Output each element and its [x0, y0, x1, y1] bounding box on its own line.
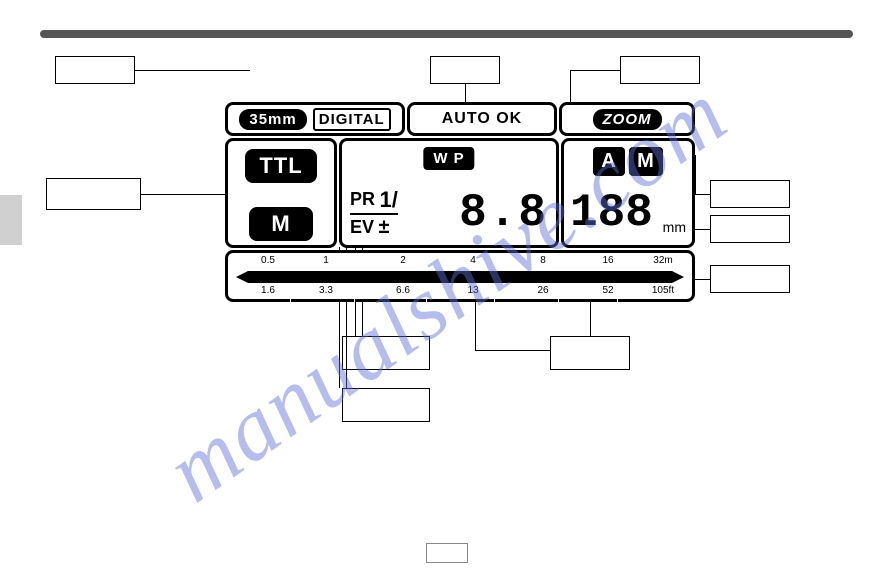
scale-top-3: 4 [470, 255, 476, 266]
scale-top-0: 0.5 [261, 255, 275, 266]
callout-box-6 [710, 215, 790, 243]
ev-sign: ± [378, 216, 389, 238]
lcd-zoom-cell: ZOOM [559, 102, 695, 136]
badge-ttl: TTL [245, 149, 316, 183]
pr-label: PR [350, 189, 375, 209]
leader-8b [475, 302, 476, 350]
ev-label: EV [350, 217, 374, 237]
callout-box-1 [55, 56, 135, 84]
badge-wp: W P [423, 147, 474, 170]
scale-bot-2: 6.6 [396, 285, 410, 296]
scale-top-2: 2 [400, 255, 406, 266]
leader-8 [590, 302, 591, 336]
badge-zoom: ZOOM [593, 109, 662, 130]
distance-scale: 0.5 1 2 4 8 16 32m 1.6 3.3 6.6 13 26 52 … [228, 253, 692, 299]
scale-bot-1: 3.3 [319, 285, 333, 296]
auto-ok-text: AUTO OK [442, 110, 522, 128]
leader-3a [570, 70, 620, 71]
callout-box-9 [342, 336, 430, 370]
lcd-distance-cell: 0.5 1 2 4 8 16 32m 1.6 3.3 6.6 13 26 52 … [225, 250, 695, 302]
scale-top-6: 32m [653, 255, 672, 266]
badge-a: A [593, 147, 624, 176]
lcd-panel: 35mm DIGITAL AUTO OK ZOOM TTL M W P PR 1… [225, 102, 695, 302]
scale-top-4: 8 [540, 255, 546, 266]
lcd-zoomval-cell: A M 188 mm [561, 138, 695, 248]
page-margin-tab [0, 195, 22, 245]
lcd-center-cell: W P PR 1/ EV ± 8.8 [339, 138, 559, 248]
badge-digital: DIGITAL [313, 108, 391, 131]
scale-top-1: 1 [323, 255, 329, 266]
scale-bot-4: 26 [537, 285, 548, 296]
lcd-mode-cell: TTL M [225, 138, 337, 248]
scale-bot-5: 52 [602, 285, 613, 296]
scale-track [248, 271, 672, 283]
callout-box-4 [46, 178, 141, 210]
leader-5 [695, 194, 710, 195]
callout-box-10 [342, 388, 430, 422]
scale-arrow-right-icon [672, 271, 684, 283]
leader-5b [695, 155, 696, 195]
pr-frac: 1/ [379, 187, 397, 212]
leader-4 [141, 194, 226, 195]
lcd-format-cell: 35mm DIGITAL [225, 102, 405, 136]
scale-bot-3: 13 [467, 285, 478, 296]
leader-3b [570, 70, 571, 104]
seg-display-2: 188 [570, 187, 653, 239]
leader-6 [695, 229, 710, 230]
leader-8c [475, 350, 550, 351]
header-bar [40, 30, 853, 38]
leader-7 [695, 279, 710, 280]
unit-mm: mm [663, 219, 686, 235]
scale-bot-6: 105ft [652, 285, 674, 296]
callout-box-3 [620, 56, 700, 84]
callout-box-8 [550, 336, 630, 370]
seg-display-1: 8.8 [459, 187, 548, 239]
callout-box-2 [430, 56, 500, 84]
badge-m2: M [629, 147, 663, 176]
badge-m: M [249, 207, 312, 241]
badge-35mm: 35mm [239, 109, 306, 130]
scale-top-5: 16 [602, 255, 613, 266]
scale-bot-0: 1.6 [261, 285, 275, 296]
callout-box-5 [710, 180, 790, 208]
callout-box-7 [710, 265, 790, 293]
leader-1 [135, 70, 250, 71]
scale-arrow-left-icon [236, 271, 248, 283]
lcd-auto-cell: AUTO OK [407, 102, 557, 136]
leader-2a [465, 84, 466, 104]
page-number-box [426, 543, 468, 563]
